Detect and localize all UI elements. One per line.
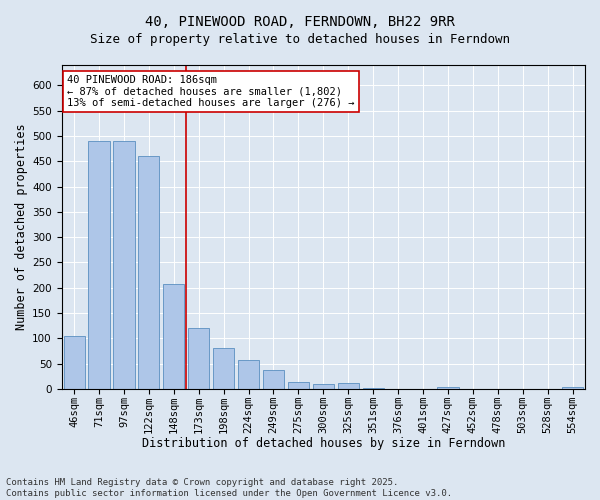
Bar xyxy=(213,348,234,389)
Text: Size of property relative to detached houses in Ferndown: Size of property relative to detached ho… xyxy=(90,32,510,46)
Bar xyxy=(562,386,583,389)
X-axis label: Distribution of detached houses by size in Ferndown: Distribution of detached houses by size … xyxy=(142,437,505,450)
Bar xyxy=(338,383,359,389)
Bar xyxy=(88,141,110,389)
Bar xyxy=(238,360,259,389)
Bar xyxy=(437,386,458,389)
Bar xyxy=(188,328,209,389)
Bar xyxy=(138,156,160,389)
Y-axis label: Number of detached properties: Number of detached properties xyxy=(15,124,28,330)
Bar xyxy=(263,370,284,389)
Text: 40, PINEWOOD ROAD, FERNDOWN, BH22 9RR: 40, PINEWOOD ROAD, FERNDOWN, BH22 9RR xyxy=(145,15,455,29)
Bar xyxy=(163,284,184,389)
Bar xyxy=(362,388,384,389)
Bar xyxy=(64,336,85,389)
Text: 40 PINEWOOD ROAD: 186sqm
← 87% of detached houses are smaller (1,802)
13% of sem: 40 PINEWOOD ROAD: 186sqm ← 87% of detach… xyxy=(67,74,355,108)
Bar xyxy=(113,141,134,389)
Text: Contains HM Land Registry data © Crown copyright and database right 2025.
Contai: Contains HM Land Registry data © Crown c… xyxy=(6,478,452,498)
Bar xyxy=(313,384,334,389)
Bar xyxy=(288,382,309,389)
